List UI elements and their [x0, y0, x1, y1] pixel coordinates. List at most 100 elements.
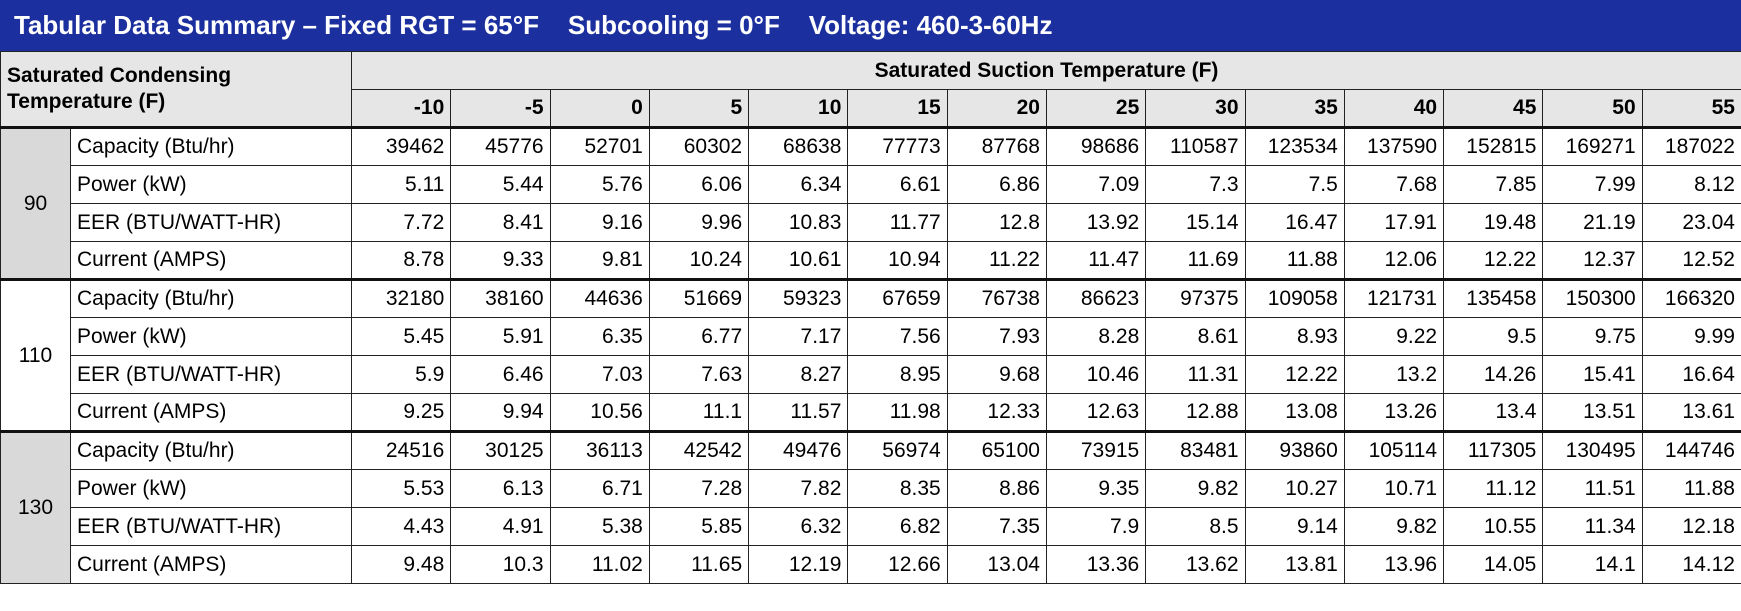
cell-value: 10.83: [748, 203, 849, 242]
row-label: Power (kW): [70, 469, 352, 508]
cell-value: 7.72: [350, 203, 452, 242]
cell-value: 14.26: [1443, 355, 1544, 394]
cell-value: 8.78: [350, 241, 452, 280]
cell-value: 109058: [1244, 278, 1345, 318]
cell-value: 52701: [549, 126, 650, 166]
cell-value: 6.82: [847, 507, 948, 546]
cell-value: 8.28: [1045, 317, 1147, 356]
cell-value: 144746: [1641, 430, 1741, 470]
cell-value: 86623: [1045, 278, 1147, 318]
cell-value: 38160: [450, 278, 551, 318]
cell-value: 5.85: [648, 507, 750, 546]
cell-value: 7.09: [1045, 165, 1147, 204]
row-label: EER (BTU/WATT-HR): [70, 203, 352, 242]
cell-value: 39462: [350, 126, 452, 166]
cell-value: 14.05: [1443, 545, 1544, 584]
cell-value: 105114: [1343, 430, 1445, 470]
row-header: Saturated Condensing Temperature (F): [0, 51, 352, 128]
cell-value: 32180: [350, 278, 452, 318]
cell-value: 23.04: [1641, 203, 1741, 242]
data-row: EER (BTU/WATT-HR) 4.43 4.91 5.38 5.85 6.32 6.8…: [1, 507, 1741, 546]
cell-value: 9.25: [350, 393, 452, 432]
column-header: 45: [1443, 89, 1544, 128]
cell-value: 8.86: [946, 469, 1047, 508]
cell-value: 11.69: [1145, 241, 1246, 280]
cell-value: 9.48: [350, 545, 452, 584]
row-label: Power (kW): [70, 317, 352, 356]
cell-value: 14.12: [1641, 545, 1741, 584]
cell-value: 12.37: [1542, 241, 1643, 280]
cell-value: 30125: [450, 430, 551, 470]
column-header: 10: [748, 89, 849, 128]
cell-value: 73915: [1045, 430, 1147, 470]
cell-value: 6.77: [648, 317, 750, 356]
row-label: Current (AMPS): [70, 393, 352, 432]
cell-value: 7.93: [946, 317, 1047, 356]
column-header: -5: [450, 89, 551, 128]
cell-value: 44636: [549, 278, 650, 318]
cell-value: 56974: [847, 430, 948, 470]
cell-value: 12.63: [1045, 393, 1147, 432]
cell-value: 10.24: [648, 241, 750, 280]
cell-value: 4.43: [350, 507, 452, 546]
cell-value: 7.56: [847, 317, 948, 356]
cell-value: 5.11: [350, 165, 452, 204]
cell-value: 187022: [1641, 126, 1741, 166]
cell-value: 12.66: [847, 545, 948, 584]
cell-value: 7.3: [1145, 165, 1246, 204]
cell-value: 11.47: [1045, 241, 1147, 280]
cell-value: 10.46: [1045, 355, 1147, 394]
cell-value: 5.53: [350, 469, 452, 508]
cell-value: 11.22: [946, 241, 1047, 280]
cell-value: 42542: [648, 430, 750, 470]
cell-value: 16.64: [1641, 355, 1741, 394]
cell-value: 6.35: [549, 317, 650, 356]
cell-value: 9.81: [549, 241, 650, 280]
cell-value: 13.96: [1343, 545, 1445, 584]
cell-value: 83481: [1145, 430, 1246, 470]
cell-value: 9.16: [549, 203, 650, 242]
row-label: Capacity (Btu/hr): [70, 278, 352, 318]
cell-value: 121731: [1343, 278, 1445, 318]
column-header: 30: [1145, 89, 1246, 128]
cell-value: 9.14: [1244, 507, 1345, 546]
cell-value: 13.04: [946, 545, 1047, 584]
cell-value: 10.61: [748, 241, 849, 280]
data-row: Current (AMPS) 9.48 10.3 11.02 11.65 12.19 12.…: [1, 545, 1741, 584]
cell-value: 110587: [1145, 126, 1246, 166]
cell-value: 15.41: [1542, 355, 1643, 394]
cell-value: 9.82: [1343, 507, 1445, 546]
cell-value: 150300: [1542, 278, 1643, 318]
row-label: EER (BTU/WATT-HR): [70, 507, 352, 546]
cell-value: 11.88: [1641, 469, 1741, 508]
cell-value: 76738: [946, 278, 1047, 318]
column-header: 25: [1045, 89, 1147, 128]
cell-value: 8.35: [847, 469, 948, 508]
cell-value: 7.85: [1443, 165, 1544, 204]
row-label: Current (AMPS): [70, 545, 352, 584]
column-header: 5: [648, 89, 750, 128]
cell-value: 13.92: [1045, 203, 1147, 242]
cell-value: 5.9: [350, 355, 452, 394]
cell-value: 9.82: [1145, 469, 1246, 508]
cell-value: 13.36: [1045, 545, 1147, 584]
cell-value: 6.61: [847, 165, 948, 204]
cell-value: 59323: [748, 278, 849, 318]
cell-value: 8.61: [1145, 317, 1246, 356]
cell-value: 13.62: [1145, 545, 1246, 584]
data-row: Power (kW) 5.53 6.13 6.71 7.28 7.82 8.35 8.86 9.…: [1, 469, 1741, 508]
cell-value: 6.34: [748, 165, 849, 204]
cell-value: 12.8: [946, 203, 1047, 242]
cell-value: 17.91: [1343, 203, 1445, 242]
data-row: Power (kW) 5.45 5.91 6.35 6.77 7.17 7.56 7.93 8.…: [1, 317, 1741, 356]
column-header: -10: [350, 89, 452, 128]
cell-value: 13.4: [1443, 393, 1544, 432]
condensing-temperature: 90: [0, 126, 71, 280]
cell-value: 6.13: [450, 469, 551, 508]
cell-value: 8.95: [847, 355, 948, 394]
cell-value: 5.45: [350, 317, 452, 356]
cell-value: 98686: [1045, 126, 1147, 166]
cell-value: 7.82: [748, 469, 849, 508]
row-label: Power (kW): [70, 165, 352, 204]
